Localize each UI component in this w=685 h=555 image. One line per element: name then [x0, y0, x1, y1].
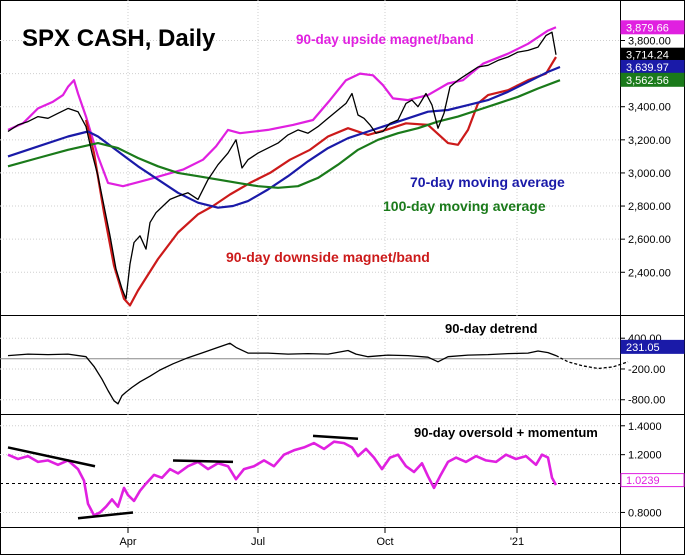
- trendline: [172, 459, 234, 464]
- annotation-downside-band: 90-day downside magnet/band: [226, 249, 430, 265]
- y-tick-label: 3,400.00: [628, 102, 671, 114]
- trendline: [77, 511, 134, 520]
- y-tick-label: 0.8000: [628, 507, 662, 519]
- x-axis-ticks: Apr Jul Oct '21: [119, 527, 524, 548]
- y-tick-label: 3,200.00: [628, 135, 671, 147]
- y-tick-label: -200.00: [628, 364, 665, 376]
- value-label-text: 231.05: [626, 342, 660, 354]
- chart-title: SPX CASH, Daily: [22, 25, 216, 52]
- x-tick-label: Apr: [119, 536, 136, 548]
- annotation-70-day-ma: 70-day moving average: [410, 174, 565, 190]
- momentum-panel: 1.4000 1.2000 0.8000 1.0239: [0, 421, 685, 520]
- series-projection: [555, 355, 629, 370]
- trendline: [312, 434, 359, 441]
- value-label-text: 1.0239: [626, 475, 660, 487]
- value-label-box: [620, 339, 685, 354]
- y-tick-label: 3,000.00: [628, 168, 671, 180]
- series-price: [7, 31, 557, 300]
- y-tick-label: -800.00: [628, 395, 665, 407]
- series-oversold-momentum: [7, 440, 558, 517]
- y-tick-label: 1.2000: [628, 450, 662, 462]
- y-tick-label: 1.4000: [628, 421, 662, 433]
- y-tick-label: 2,600.00: [628, 234, 671, 246]
- x-tick-label: '21: [510, 536, 524, 548]
- y-tick-label: 3,800.00: [628, 35, 671, 47]
- value-label-box: [620, 20, 685, 35]
- series-100-day-moving-average: [7, 79, 561, 189]
- y-tick-label: 2,400.00: [628, 267, 671, 279]
- momentum-panel-title: 90-day oversold + momentum: [414, 425, 598, 440]
- main-price-panel: 3,800.003,600.003,400.003,200.003,000.00…: [0, 20, 685, 307]
- value-label-text: 3,562.56: [626, 75, 669, 87]
- annotation-upside-band: 90-day upside magnet/band: [296, 32, 474, 47]
- value-label-text: 3,639.97: [626, 62, 669, 74]
- series-90-day-upside-magnet-band: [7, 26, 557, 188]
- annotation-100-day-ma: 100-day moving average: [383, 198, 546, 214]
- x-tick-label: Jul: [251, 536, 265, 548]
- value-label-text: 3,879.66: [626, 22, 669, 34]
- x-tick-label: Oct: [376, 536, 393, 548]
- series-90-day-detrend: [7, 342, 557, 405]
- detrend-panel-title: 90-day detrend: [445, 321, 538, 336]
- value-label-box: [620, 72, 685, 87]
- value-label-box: [620, 473, 685, 488]
- value-label-text: 3,714.24: [626, 50, 669, 62]
- y-tick-label: 2,800.00: [628, 201, 671, 213]
- trendline: [7, 446, 96, 468]
